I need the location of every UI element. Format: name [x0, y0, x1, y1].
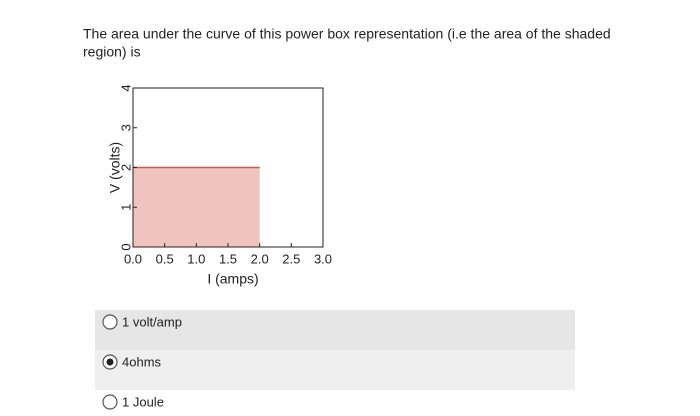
radio-button[interactable]	[102, 394, 118, 410]
option-row	[95, 390, 575, 416]
question-line: The area under the curve of this power b…	[83, 26, 611, 42]
x-tick-label: 1.5	[219, 251, 237, 266]
y-tick-label: 4	[118, 84, 133, 91]
x-tick-label: 3.0	[314, 251, 332, 266]
y-tick-label: 0	[118, 243, 133, 250]
x-tick-label: 2.0	[251, 251, 269, 266]
x-tick-label: 0.5	[156, 251, 174, 266]
x-tick-label: 2.5	[282, 251, 300, 266]
x-axis-label: I (amps)	[207, 271, 258, 287]
option-label[interactable]: 1 volt/amp	[122, 314, 182, 329]
y-tick-label: 2	[118, 164, 133, 171]
x-tick-label: 0.0	[124, 251, 142, 266]
y-axis-label: V (volts)	[107, 142, 123, 193]
option-row	[95, 350, 575, 390]
x-tick-label: 1.0	[187, 251, 205, 266]
radio-dot	[106, 358, 114, 366]
radio-button[interactable]	[102, 314, 118, 330]
question-line: region) is	[83, 44, 141, 60]
option-row	[95, 310, 575, 350]
options: 1 volt/amp 4ohms 1 Joule	[95, 310, 575, 416]
option-label[interactable]: 4ohms	[122, 354, 162, 369]
y-tick-label: 3	[118, 124, 133, 131]
shaded-area	[133, 167, 260, 247]
y-tick-label: 1	[118, 204, 133, 211]
option-label[interactable]: 1 Joule	[122, 394, 164, 409]
